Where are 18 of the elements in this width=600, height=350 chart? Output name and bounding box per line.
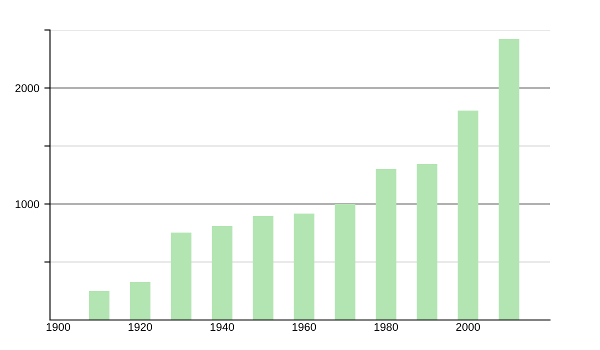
x-tick-label: 2000 (456, 323, 480, 331)
y-tick-label: 1000 (16, 200, 40, 208)
bar (294, 214, 314, 320)
bar (212, 226, 232, 320)
bar (498, 39, 520, 320)
x-tick-label: 1980 (374, 323, 398, 331)
bar (88, 291, 110, 320)
x-tick-label: 1960 (292, 323, 316, 331)
bar (252, 216, 274, 320)
x-tick-label: 1940 (210, 323, 234, 331)
x-tick-label: 1900 (46, 323, 70, 331)
bar (458, 110, 478, 320)
x-tick-label: 1920 (128, 323, 152, 331)
bar (130, 282, 150, 320)
bar (376, 168, 396, 320)
bar (170, 232, 192, 320)
bar (334, 204, 356, 320)
bar (416, 164, 438, 320)
